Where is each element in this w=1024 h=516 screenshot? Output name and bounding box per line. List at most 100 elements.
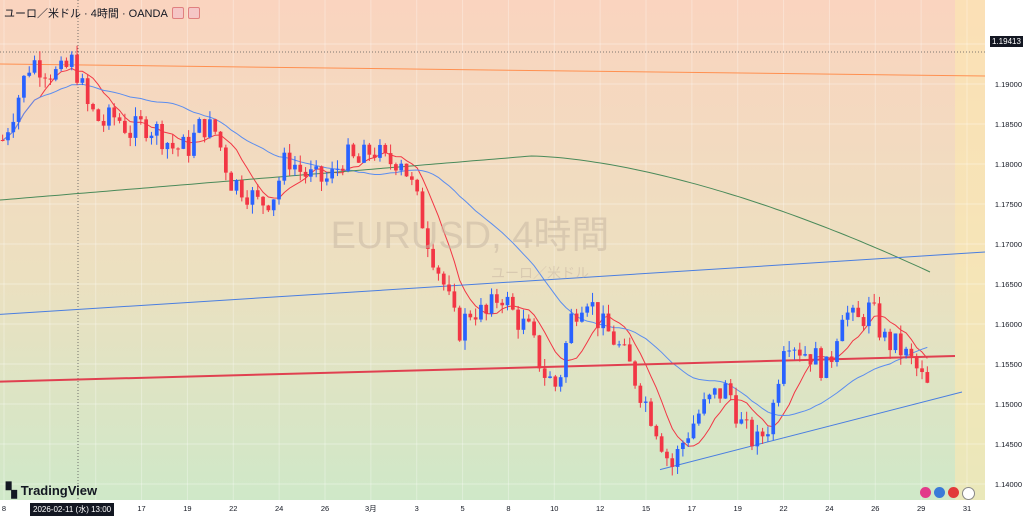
- settings-icon[interactable]: [187, 7, 200, 19]
- candle-body: [553, 376, 558, 387]
- candle-body: [728, 383, 733, 396]
- eye-icon[interactable]: [171, 7, 184, 19]
- candle-body: [920, 368, 924, 373]
- candle-body: [277, 180, 281, 200]
- candle-body: [681, 442, 685, 450]
- candle-body: [856, 307, 861, 318]
- x-tick-label: 8: [2, 504, 6, 513]
- candle-body: [813, 348, 818, 365]
- candle-body: [872, 302, 877, 304]
- x-tick-label: 17: [688, 504, 696, 513]
- candle-body: [293, 164, 297, 170]
- candle-body: [324, 178, 329, 182]
- candle-body: [696, 413, 701, 424]
- y-axis-panel: [985, 0, 1024, 500]
- candle-body: [394, 164, 398, 171]
- candle-body: [154, 124, 159, 136]
- candle-body: [659, 436, 664, 452]
- candle-body: [85, 78, 90, 105]
- candle-body: [473, 317, 478, 320]
- y-tick-label: 1.14500: [995, 440, 1022, 449]
- x-tick-label: 19: [734, 504, 742, 513]
- candle-body: [750, 419, 754, 447]
- candle-body: [112, 107, 117, 118]
- x-tick-label: 3月: [365, 504, 377, 513]
- globe-icon[interactable]: [934, 487, 945, 498]
- candle-body: [861, 317, 866, 327]
- candle-body: [617, 344, 621, 346]
- candle-body: [6, 132, 10, 141]
- candle-body: [399, 163, 404, 171]
- candle-body: [133, 116, 138, 138]
- candle-body: [383, 144, 388, 154]
- y-tick-label: 1.14000: [995, 480, 1022, 489]
- candle-body: [128, 132, 133, 138]
- candle-body: [335, 168, 340, 170]
- candle-body: [261, 196, 265, 206]
- candle-body: [888, 331, 893, 351]
- candle-body: [723, 383, 728, 399]
- candle-body: [909, 348, 914, 357]
- candle-body: [144, 119, 149, 139]
- candle-body: [431, 248, 435, 268]
- candle-body: [282, 152, 287, 181]
- candle-body: [266, 205, 271, 211]
- candle-body: [16, 97, 21, 122]
- lightning-icon[interactable]: [920, 487, 931, 498]
- candle-body: [585, 306, 590, 313]
- symbol-title[interactable]: ユーロ／米ドル · 4時間 · OANDA: [4, 5, 200, 21]
- candle-body: [409, 176, 414, 180]
- candle-body: [712, 388, 717, 395]
- current-price-tag: 1.19413: [990, 36, 1023, 47]
- candle-body: [505, 296, 510, 306]
- x-tick-label: 24: [825, 504, 833, 513]
- candle-body: [80, 78, 85, 83]
- rising-trend-line: [659, 391, 963, 471]
- candle-body: [489, 294, 494, 314]
- candle-body: [500, 302, 505, 306]
- candle-body: [744, 419, 749, 421]
- candle-body: [170, 142, 175, 149]
- candle-body: [229, 172, 234, 191]
- candle-body: [468, 313, 473, 318]
- candle-body: [718, 388, 722, 399]
- candle-body: [441, 273, 446, 285]
- watermark: EURUSD, 4時間: [331, 215, 610, 257]
- y-tick-label: 1.19000: [995, 80, 1022, 89]
- y-tick-label: 1.15500: [995, 360, 1022, 369]
- candle-body: [819, 348, 823, 378]
- candle-body: [670, 458, 675, 467]
- candle-body: [526, 318, 531, 322]
- candle-body: [845, 312, 850, 320]
- symbol-title-text: ユーロ／米ドル · 4時間 · OANDA: [4, 8, 168, 20]
- x-tick-label: 31: [963, 504, 971, 513]
- candle-body: [606, 313, 611, 332]
- candle-body: [516, 309, 521, 330]
- candle-body: [91, 104, 95, 110]
- candle-body: [649, 401, 653, 426]
- candle-body: [447, 284, 451, 292]
- candle-body: [734, 395, 738, 424]
- candle-body: [96, 109, 101, 121]
- candle-body: [346, 144, 350, 171]
- candle-body: [787, 350, 792, 352]
- candle-body: [574, 313, 579, 322]
- candle-body: [404, 163, 409, 177]
- candle-body: [835, 341, 839, 362]
- candle-body: [532, 321, 536, 336]
- tradingview-logo[interactable]: ▚ TradingView: [6, 482, 97, 499]
- flag-icon[interactable]: [948, 487, 959, 498]
- candle-body: [590, 302, 595, 307]
- candle-body: [138, 116, 143, 120]
- candle-body: [271, 199, 276, 211]
- candle-body: [43, 77, 48, 79]
- candle-body: [776, 383, 781, 403]
- x-tick-label: 17: [137, 504, 145, 513]
- candle-body: [356, 156, 361, 163]
- future-zone: [955, 0, 985, 500]
- settings-gear-icon[interactable]: [962, 487, 975, 500]
- y-tick-label: 1.18000: [995, 160, 1022, 169]
- candle-body: [32, 60, 37, 73]
